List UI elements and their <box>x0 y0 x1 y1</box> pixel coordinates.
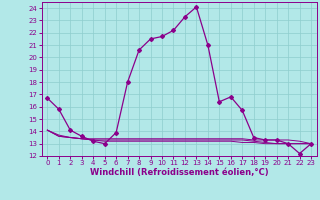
X-axis label: Windchill (Refroidissement éolien,°C): Windchill (Refroidissement éolien,°C) <box>90 168 268 177</box>
